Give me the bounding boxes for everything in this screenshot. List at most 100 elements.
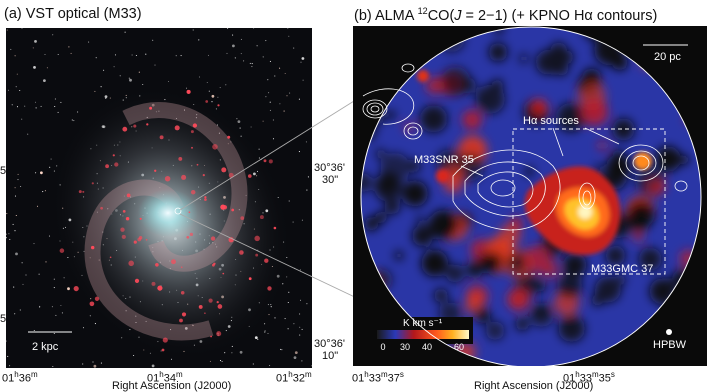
panel-a-xtick-3: 01h32m	[276, 370, 312, 385]
star	[8, 233, 10, 235]
hii-region	[191, 146, 193, 149]
hii-region	[204, 312, 206, 315]
hii-region	[89, 301, 95, 307]
emission-blob	[386, 110, 396, 120]
alma-co-map: Hα sources M33SNR 35 M33GMC 37 20 pc HPB…	[353, 26, 707, 366]
star	[288, 35, 290, 37]
emission-blob	[560, 50, 574, 64]
hii-region	[181, 312, 187, 317]
emission-blob	[656, 180, 666, 190]
star	[170, 358, 173, 360]
hii-region	[151, 281, 156, 286]
colorbar-tick-label: 40	[422, 342, 432, 352]
star	[94, 323, 96, 325]
star	[287, 328, 289, 330]
star	[167, 80, 170, 83]
panel-b-title-prefix: (b) ALMA	[354, 7, 418, 24]
star	[105, 97, 107, 100]
star	[269, 60, 271, 62]
hii-region	[196, 163, 199, 166]
star	[71, 119, 73, 121]
emission-blob	[375, 148, 386, 159]
star	[103, 69, 105, 71]
emission-blob	[523, 245, 550, 273]
star	[16, 73, 18, 75]
star	[208, 90, 210, 92]
star	[38, 273, 40, 275]
star	[82, 363, 84, 365]
star	[299, 299, 302, 301]
hii-region	[128, 260, 134, 267]
hii-region	[114, 162, 119, 167]
emission-blob	[556, 102, 586, 132]
hii-region	[154, 169, 157, 172]
hii-region	[248, 277, 252, 281]
emission-blob	[484, 252, 502, 270]
hii-region	[133, 240, 137, 244]
star	[61, 312, 63, 314]
panel-a-title: (a) VST optical (M33)	[4, 6, 142, 22]
star	[131, 54, 133, 56]
star	[35, 172, 37, 174]
star	[138, 71, 140, 73]
hii-region	[198, 304, 203, 309]
star	[13, 286, 15, 288]
star	[262, 56, 264, 58]
gmc-box	[512, 128, 666, 275]
star	[154, 64, 156, 66]
star	[307, 176, 309, 178]
panel-a-xtick-1: 01h36m	[2, 370, 38, 385]
star	[53, 332, 55, 335]
star	[306, 303, 308, 305]
star	[301, 219, 303, 221]
star	[34, 40, 37, 43]
star	[133, 354, 135, 357]
star	[51, 306, 53, 308]
star	[14, 313, 16, 315]
star	[6, 237, 8, 239]
star	[219, 360, 222, 362]
star	[236, 118, 238, 120]
star	[265, 96, 267, 98]
star	[48, 235, 51, 237]
star	[283, 110, 285, 112]
star	[12, 223, 14, 225]
star	[292, 221, 294, 223]
emission-blob	[402, 180, 428, 207]
emission-blob	[594, 164, 603, 173]
star	[57, 111, 59, 113]
star	[198, 76, 201, 78]
star	[100, 362, 102, 364]
star	[88, 41, 90, 43]
star	[6, 233, 7, 235]
halpha-contours	[362, 63, 688, 231]
star	[175, 55, 177, 57]
star	[16, 106, 19, 108]
colorbar-tick-label: 60	[454, 342, 464, 352]
star	[44, 53, 46, 56]
star	[82, 327, 85, 329]
hii-region	[222, 272, 225, 275]
emission-blob	[475, 84, 505, 114]
hii-region	[217, 104, 220, 107]
emission-blob	[594, 276, 621, 303]
star	[206, 81, 208, 84]
emission-blob	[488, 42, 508, 62]
hii-region	[90, 245, 95, 250]
star	[54, 98, 56, 100]
hii-region	[155, 263, 159, 267]
label-hpbw: HPBW	[653, 339, 687, 351]
emission-blob	[515, 317, 529, 331]
hii-region	[264, 258, 269, 263]
hii-region	[180, 291, 185, 295]
hii-region	[188, 211, 191, 214]
emission-blob	[465, 301, 478, 314]
star	[44, 190, 46, 192]
star	[14, 230, 16, 232]
star	[46, 67, 48, 69]
hii-region	[174, 125, 180, 131]
star	[104, 95, 108, 98]
hii-region	[180, 266, 183, 269]
star	[19, 309, 21, 311]
